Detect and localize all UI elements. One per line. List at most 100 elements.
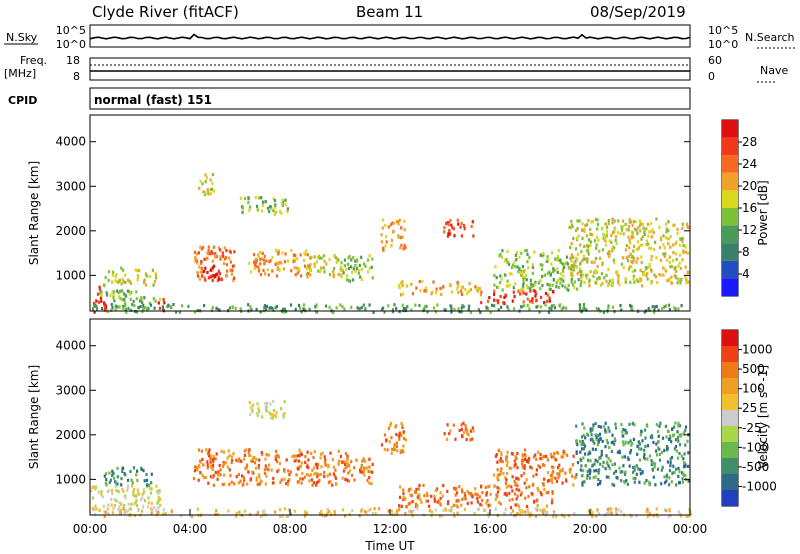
scatter-cell — [537, 488, 540, 493]
scatter-cell — [678, 424, 682, 428]
scatter-cell — [395, 441, 398, 445]
x-tick-label: 04:00 — [173, 522, 208, 536]
scatter-cell — [232, 452, 235, 456]
scatter-cell — [523, 471, 526, 475]
scatter-cell — [326, 474, 329, 478]
scatter-cell — [608, 251, 611, 255]
colorbar-swatch — [722, 442, 738, 458]
scatter-cell — [589, 469, 592, 473]
scatter-cell — [299, 477, 302, 481]
scatter-cell — [582, 456, 585, 460]
scatter-cell — [553, 268, 556, 273]
scatter-cell — [630, 307, 633, 312]
scatter-cell — [228, 454, 231, 458]
scatter-cell — [416, 507, 419, 511]
scatter-cell — [638, 219, 641, 223]
scatter-cell — [487, 307, 490, 311]
scatter-cell — [570, 242, 573, 246]
scatter-cell — [272, 476, 275, 481]
scatter-cell — [456, 511, 459, 515]
scatter-cell — [256, 204, 259, 208]
scatter-cell — [646, 277, 649, 281]
scatter-cell — [351, 508, 354, 512]
scatter-cell — [639, 268, 642, 272]
scatter-cell — [519, 292, 522, 296]
scatter-cell — [645, 239, 648, 243]
scatter-cell — [525, 459, 528, 463]
scatter-cell — [341, 460, 344, 464]
cpid-frame — [89, 87, 691, 110]
scatter-cell — [387, 225, 390, 229]
scatter-cell — [601, 227, 604, 231]
scatter-cell — [451, 226, 454, 230]
scatter-cell — [374, 511, 377, 515]
scatter-cell — [570, 219, 573, 223]
scatter-cell — [659, 236, 663, 240]
scatter-cell — [619, 470, 622, 474]
scatter-cell — [538, 310, 541, 314]
scatter-cell — [486, 299, 490, 303]
scatter-cell — [532, 482, 535, 486]
scatter-cell — [130, 502, 133, 506]
scatter-cell — [505, 478, 508, 482]
scatter-cell — [514, 503, 517, 507]
scatter-cell — [400, 293, 404, 297]
scatter-cell — [128, 292, 131, 296]
scatter-cell — [606, 507, 609, 511]
scatter-cell — [118, 505, 121, 509]
scatter-cell — [363, 473, 366, 477]
scatter-cell — [442, 508, 445, 512]
scatter-cell — [525, 278, 528, 282]
scatter-cell — [313, 262, 316, 266]
scatter-cell — [112, 290, 115, 294]
scatter-cell — [658, 245, 662, 250]
scatter-cell — [662, 243, 665, 247]
scatter-cell — [343, 307, 346, 311]
scatter-cell — [229, 260, 232, 264]
scatter-cell — [604, 467, 607, 471]
scatter-cell — [635, 260, 638, 264]
scatter-cell — [124, 307, 127, 312]
scatter-cell — [648, 263, 651, 267]
colorbar-swatch — [722, 394, 738, 410]
scatter-cell — [243, 453, 246, 457]
scatter-cell — [565, 255, 569, 259]
scatter-cell — [249, 477, 252, 481]
scatter-cell — [519, 493, 523, 497]
scatter-cell — [144, 272, 147, 276]
scatter-cell — [462, 224, 466, 228]
scatter-cell — [201, 458, 204, 462]
scatter-cell — [504, 481, 507, 485]
scatter-cell — [118, 290, 121, 294]
scatter-cell — [510, 466, 513, 470]
scatter-cell — [626, 482, 629, 486]
scatter-cell — [323, 470, 326, 474]
scatter-cell — [498, 254, 501, 258]
scatter-cell — [356, 267, 359, 271]
scatter-cell — [666, 447, 669, 451]
scatter-cell — [362, 303, 365, 307]
scatter-cell — [234, 514, 238, 518]
scatter-cell — [469, 288, 472, 292]
velocity-x-axis: 00:00 04:00 08:00 12:00 16:00 20:00 00:00 — [73, 509, 707, 536]
scatter-cell — [594, 433, 597, 437]
scatter-cell — [296, 271, 299, 275]
scatter-cell — [670, 265, 674, 269]
freq-strip: Freq. [MHz] 18 8 60 0 Nave — [4, 54, 788, 83]
scatter-cell — [515, 481, 518, 486]
scatter-cell — [543, 301, 546, 305]
scatter-cell — [504, 491, 507, 496]
velocity-xlabel: Time UT — [364, 539, 415, 553]
scatter-cell — [646, 272, 649, 276]
scatter-cell — [684, 275, 687, 279]
scatter-cell — [486, 499, 489, 503]
scatter-cell — [272, 399, 275, 403]
scatter-cell — [548, 283, 551, 287]
scatter-cell — [654, 275, 658, 279]
scatter-cell — [633, 423, 636, 427]
scatter-cell — [309, 268, 312, 273]
scatter-cell — [108, 471, 111, 475]
scatter-cell — [649, 221, 652, 226]
scatter-cell — [655, 304, 658, 309]
scatter-cell — [95, 507, 98, 511]
